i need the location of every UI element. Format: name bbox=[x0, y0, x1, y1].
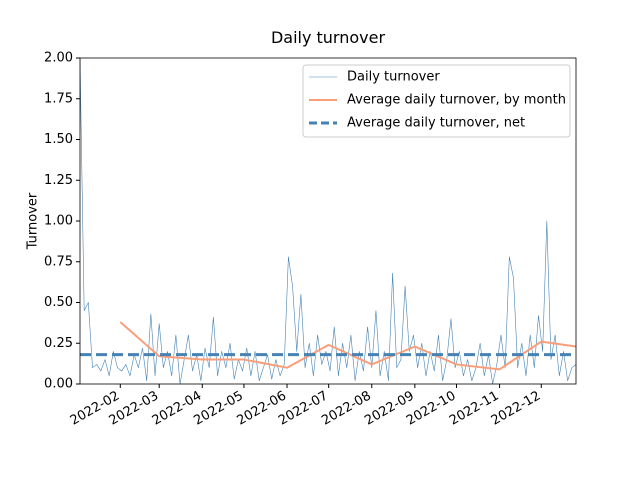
legend-box bbox=[302, 64, 571, 138]
y-tick-label: 1.00 bbox=[44, 214, 73, 229]
y-tick-label: 2.00 bbox=[44, 51, 73, 66]
y-axis-label: Turnover bbox=[26, 192, 41, 250]
y-tick-label: 0.00 bbox=[44, 377, 73, 392]
y-tick-label: 1.25 bbox=[44, 173, 73, 188]
y-tick-label: 0.50 bbox=[44, 295, 73, 310]
legend-label: Average daily turnover, net bbox=[347, 116, 525, 131]
legend-label: Average daily turnover, by month bbox=[347, 93, 566, 108]
y-tick-label: 1.75 bbox=[44, 91, 73, 106]
chart-title: Daily turnover bbox=[271, 28, 386, 47]
plot-frame bbox=[79, 57, 577, 385]
y-tick-label: 0.75 bbox=[44, 254, 73, 269]
series-line bbox=[80, 58, 576, 384]
y-tick-label: 1.50 bbox=[44, 132, 73, 147]
y-tick-label: 0.25 bbox=[44, 336, 73, 351]
legend-label: Daily turnover bbox=[347, 70, 440, 85]
series-line bbox=[119, 321, 576, 371]
